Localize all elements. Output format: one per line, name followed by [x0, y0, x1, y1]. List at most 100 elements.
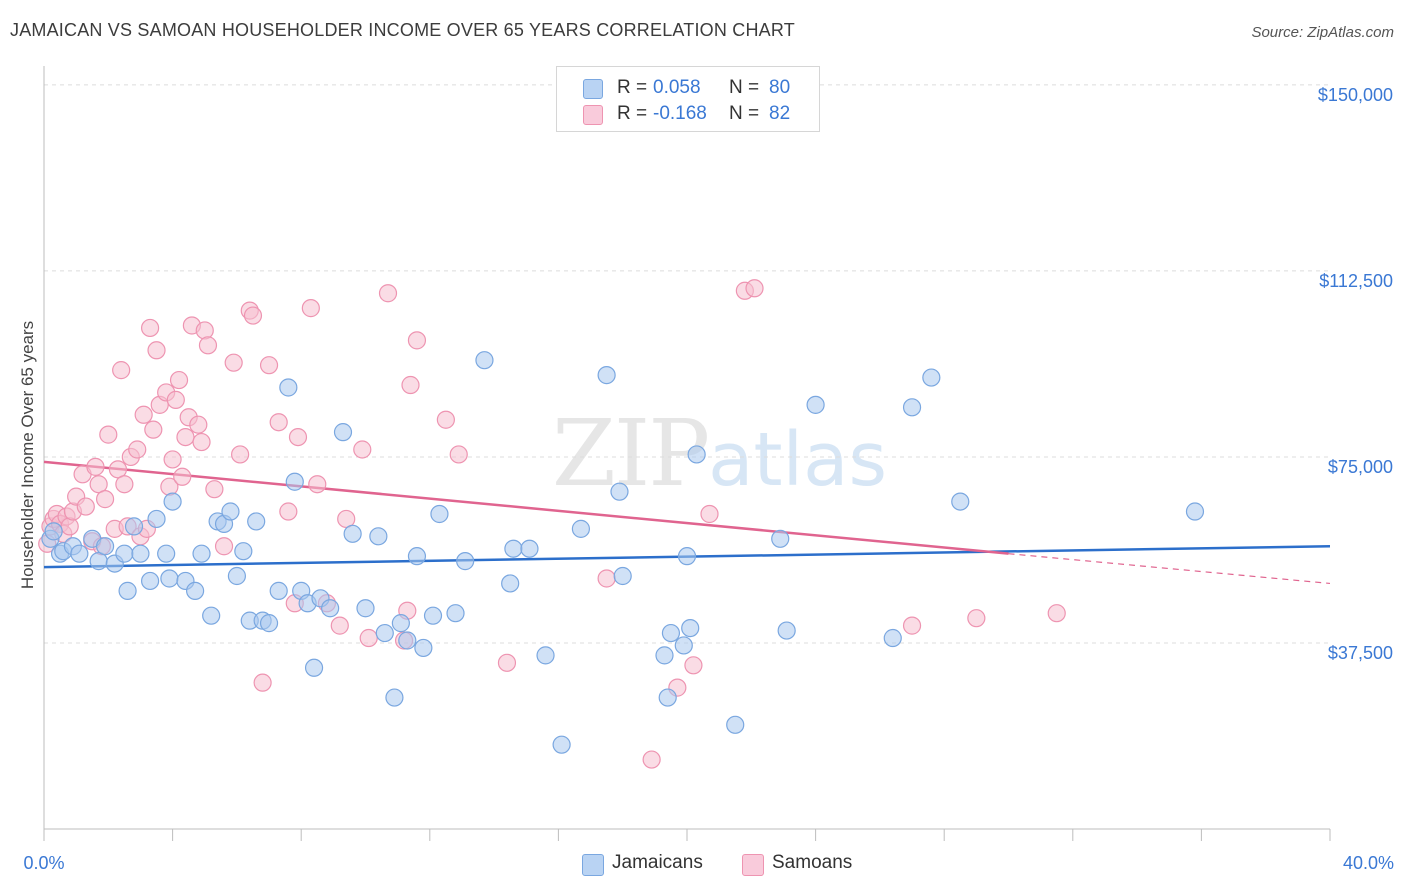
jamaican-point [398, 631, 417, 650]
samoan-point [902, 616, 922, 635]
samoan-point [99, 425, 118, 444]
legend-row-jamaicans: R = 0.058 N = 80 [557, 75, 819, 103]
jamaican-point [369, 527, 388, 546]
legend-r-label: R = [617, 103, 648, 124]
x-tick-label: 40.0% [1343, 853, 1394, 873]
samoans-trend-line [43, 460, 1009, 555]
jamaican-point [321, 599, 340, 618]
jamaican-point [115, 544, 134, 563]
jamaican-point [922, 368, 941, 387]
samoan-point [745, 279, 764, 298]
jamaican-point [304, 658, 324, 677]
samoan-point [353, 440, 372, 459]
samoan-point [134, 405, 153, 424]
watermark-zip: ZIP [552, 400, 710, 507]
samoan-point [198, 336, 218, 355]
jamaican-point [501, 574, 520, 593]
samoan-point [269, 413, 288, 432]
samoan-point [147, 341, 166, 360]
y-tick-label: $150,000 [1318, 85, 1393, 105]
samoan-point [259, 356, 279, 375]
jamaican-point [661, 623, 681, 643]
jamaican-point [456, 552, 475, 571]
jamaican-point [70, 544, 89, 563]
jamaican-point [571, 519, 591, 538]
jamaican-point [726, 715, 745, 734]
samoan-point [279, 502, 298, 521]
jamaican-point [504, 539, 523, 558]
samoan-point [449, 445, 468, 464]
samoan-point [76, 497, 95, 516]
jamaican-point [259, 614, 279, 633]
jamaican-point [375, 623, 394, 643]
jamaican-point [446, 604, 465, 623]
samoans-trend-extension [1008, 553, 1331, 585]
watermark-atlas: atlas [708, 417, 887, 503]
legend-swatch-samoans [583, 105, 603, 125]
legend-n-label: N = [729, 77, 760, 98]
samoan-point [1047, 604, 1066, 623]
jamaican-point [118, 581, 137, 600]
jamaican-point [475, 351, 494, 370]
legend-row-samoans: R = -0.168 N = 82 [557, 101, 819, 129]
legend-n-label: N = [729, 103, 760, 124]
samoan-point [597, 569, 616, 588]
samoan-point [115, 475, 134, 494]
jamaican-point [552, 735, 571, 754]
jamaican-point [140, 571, 160, 591]
samoan-point [205, 480, 224, 499]
jamaican-point [124, 517, 144, 536]
points-layer [38, 279, 1205, 769]
jamaican-point [356, 599, 375, 618]
samoan-point [359, 628, 378, 648]
series-legend: Jamaicans Samoans [0, 852, 1406, 878]
samoan-point [684, 656, 703, 675]
samoan-point [195, 321, 214, 340]
jamaican-point [430, 504, 449, 524]
jamaican-point [1185, 502, 1205, 521]
samoan-point [169, 370, 189, 390]
jamaican-point [655, 646, 674, 665]
jamaican-point [414, 638, 433, 658]
y-tick-label: $112,500 [1319, 271, 1393, 291]
legend-swatch-jamaicans [582, 854, 604, 876]
samoan-point [231, 445, 250, 464]
jamaican-point [771, 529, 790, 548]
jamaican-point [613, 566, 632, 586]
jamaican-point [44, 522, 63, 541]
jamaican-point [658, 688, 677, 707]
samoan-point [192, 432, 211, 452]
y-tick-label: $37,500 [1328, 643, 1393, 663]
watermark: ZIPatlas [552, 400, 887, 507]
samoan-point [144, 420, 163, 439]
legend-r-label: R = [617, 77, 648, 98]
samoan-point [173, 467, 192, 486]
jamaican-point [407, 547, 427, 566]
legend-swatch-jamaicans [583, 79, 603, 99]
x-tick-label: 0.0% [23, 853, 64, 873]
legend-n-value: 80 [769, 77, 791, 98]
jamaican-point [269, 581, 288, 600]
samoan-point [401, 375, 420, 395]
jamaican-point [536, 646, 555, 665]
legend-n-value: 82 [769, 103, 791, 124]
jamaican-point [131, 544, 150, 563]
samoan-point [407, 331, 427, 350]
samoan-point [301, 299, 320, 318]
jamaican-point [385, 688, 404, 707]
samoan-point [253, 673, 272, 692]
samoan-point [436, 410, 455, 429]
jamaican-point [687, 445, 706, 464]
jamaican-point [674, 636, 693, 655]
jamaican-point [610, 482, 629, 501]
jamaican-point [202, 606, 221, 625]
jamaican-point [279, 378, 298, 397]
jamaican-point [95, 537, 115, 556]
jamaican-point [951, 492, 970, 511]
jamaican-point [883, 628, 902, 648]
jamaican-point [160, 569, 179, 588]
source-label: Source: ZipAtlas.com [1251, 24, 1394, 41]
jamaican-point [192, 544, 211, 563]
stats-legend: R = 0.058 N = 80 R = -0.168 N = 82 [556, 66, 820, 132]
samoan-point [214, 537, 234, 556]
